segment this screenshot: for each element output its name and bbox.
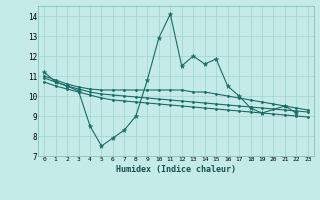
X-axis label: Humidex (Indice chaleur): Humidex (Indice chaleur) [116, 165, 236, 174]
